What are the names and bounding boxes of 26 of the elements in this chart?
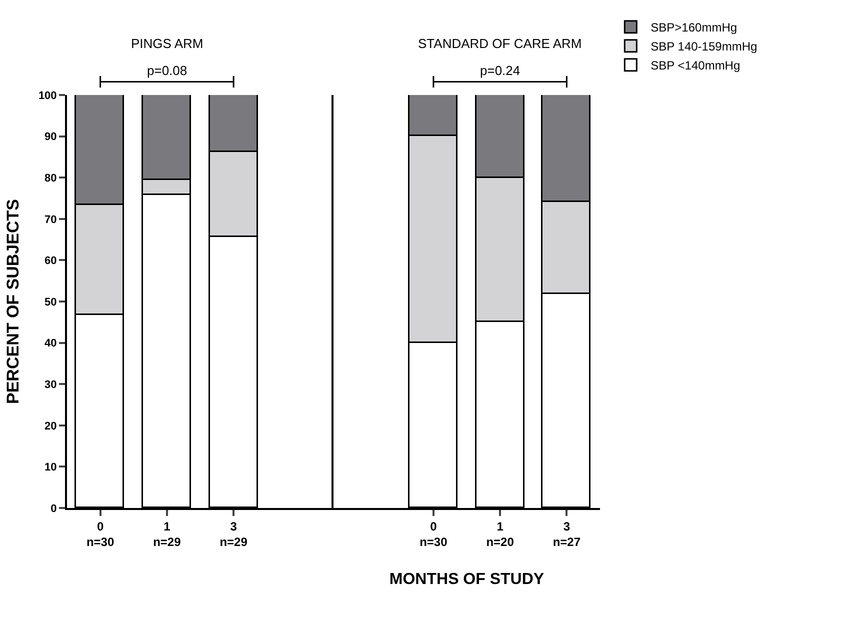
y-tick-label: 0 bbox=[50, 502, 57, 515]
chart-title: PINGS ARM bbox=[131, 36, 204, 51]
y-axis-title: PERCENT OF SUBJECTS bbox=[3, 199, 22, 404]
y-tick-label: 100 bbox=[38, 90, 57, 102]
y-tick-label: 10 bbox=[44, 462, 57, 474]
x-axis-title: MONTHS OF STUDY bbox=[389, 571, 544, 588]
text: p=0.24 bbox=[480, 63, 520, 78]
chart-title: STANDARD OF CARE ARM bbox=[418, 36, 582, 51]
y-tick-label: 90 bbox=[44, 131, 57, 144]
x-tick-label: 0 n=30 bbox=[420, 519, 448, 549]
x-tick-label: 0 n=30 bbox=[86, 519, 114, 549]
x-tick-label: 1 n=20 bbox=[486, 519, 514, 549]
y-tick-label: 80 bbox=[44, 172, 57, 184]
legend-label: SBP>160mmHg bbox=[650, 20, 738, 35]
y-tick-label: 20 bbox=[44, 420, 57, 432]
x-tick-label: 1 n=29 bbox=[153, 519, 182, 549]
x-tick-label: 3 n=27 bbox=[552, 519, 581, 549]
y-tick-label: 70 bbox=[44, 214, 57, 226]
y-tick-label: 50 bbox=[44, 296, 57, 308]
legend-label: SBP 140-159mmHg bbox=[650, 40, 758, 54]
y-tick-label: 30 bbox=[44, 378, 57, 391]
text: p=0.08 bbox=[147, 63, 188, 78]
y-tick-label: 60 bbox=[44, 255, 57, 268]
legend-label: SBP <140mmHg bbox=[650, 58, 740, 73]
x-tick-label: 3 n=29 bbox=[220, 519, 248, 549]
y-tick-label: 40 bbox=[44, 338, 57, 350]
